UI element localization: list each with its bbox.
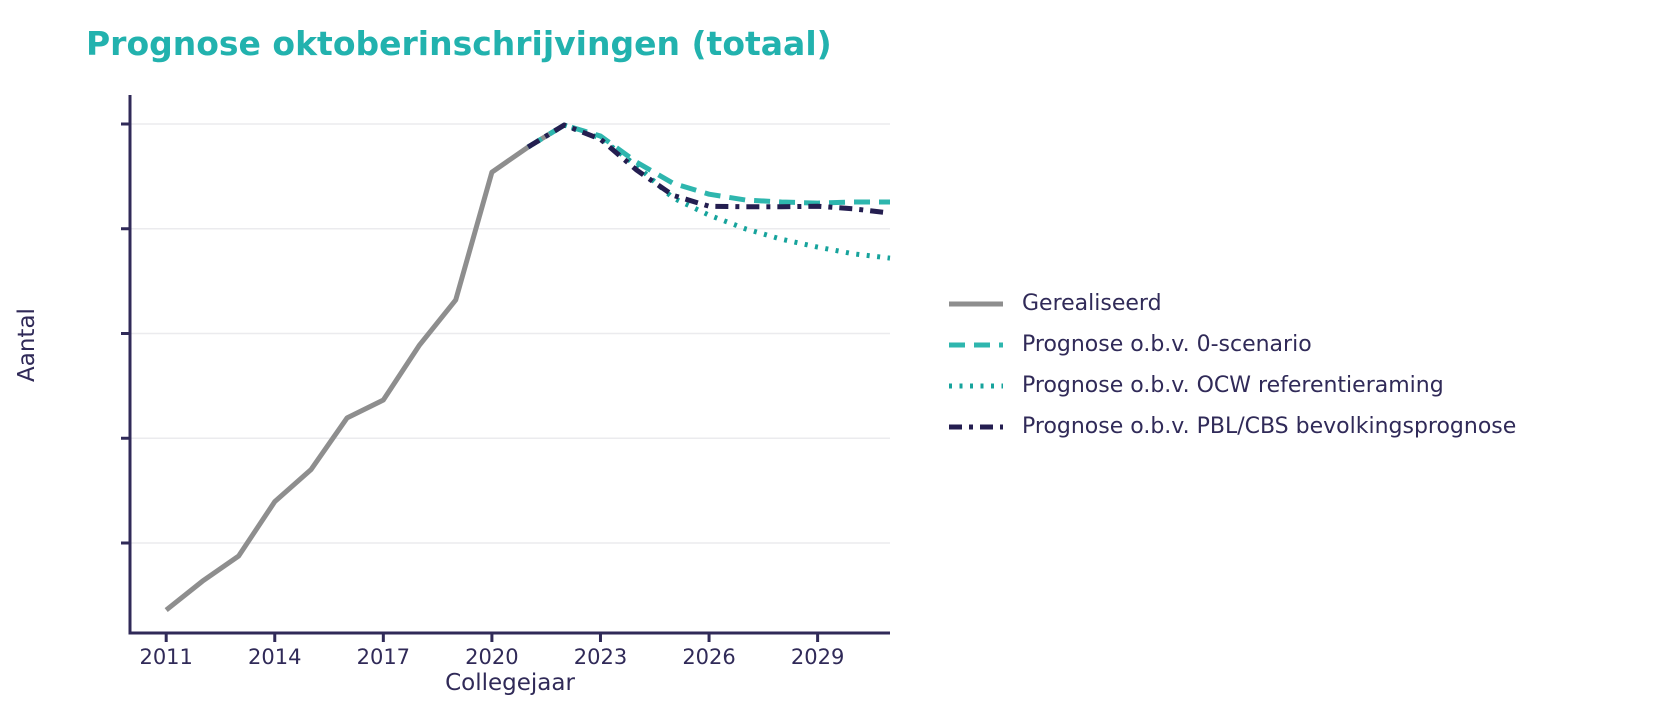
- legend-label: Gerealiseerd: [1022, 291, 1162, 316]
- x-tick-label: 2026: [682, 645, 735, 669]
- legend-item-ocw-referentieraming: Prognose o.b.v. OCW referentieraming: [946, 365, 1516, 406]
- x-tick-label: 2020: [465, 645, 518, 669]
- x-tick-label: 2023: [574, 645, 627, 669]
- series-line-2: [526, 122, 890, 206]
- legend-label: Prognose o.b.v. OCW referentieraming: [1022, 373, 1444, 398]
- y-axis-title: Aantal: [14, 308, 40, 382]
- legend-item-0-scenario: Prognose o.b.v. 0-scenario: [946, 324, 1516, 365]
- chart-title: Prognose oktoberinschrijvingen (totaal): [86, 24, 832, 63]
- legend-label: Prognose o.b.v. 0-scenario: [1022, 332, 1312, 357]
- legend: Gerealiseerd Prognose o.b.v. 0-scenario …: [946, 283, 1516, 447]
- legend-line-sample-dotted-teal: [949, 383, 1003, 388]
- x-tick-label: 2029: [791, 645, 844, 669]
- series-line-0: [164, 122, 566, 612]
- x-tick-label: 2014: [248, 645, 301, 669]
- legend-line-sample-dashed-teal: [949, 342, 1003, 347]
- legend-line-sample-dashdot-navy: [949, 424, 1003, 429]
- x-tick-label: 2017: [357, 645, 410, 669]
- x-tick-label: 2011: [139, 645, 192, 669]
- x-axis-title: Collegejaar: [445, 670, 575, 696]
- series-line-1: [526, 122, 891, 261]
- legend-label: Prognose o.b.v. PBL/CBS bevolkingsprogno…: [1022, 414, 1517, 439]
- series-line-3: [526, 122, 891, 216]
- legend-line-sample-solid-gray: [949, 301, 1003, 306]
- legend-item-pbl-cbs-bevolkingsprognose: Prognose o.b.v. PBL/CBS bevolkingsprogno…: [946, 406, 1516, 447]
- legend-item-gerealiseerd: Gerealiseerd: [946, 283, 1516, 324]
